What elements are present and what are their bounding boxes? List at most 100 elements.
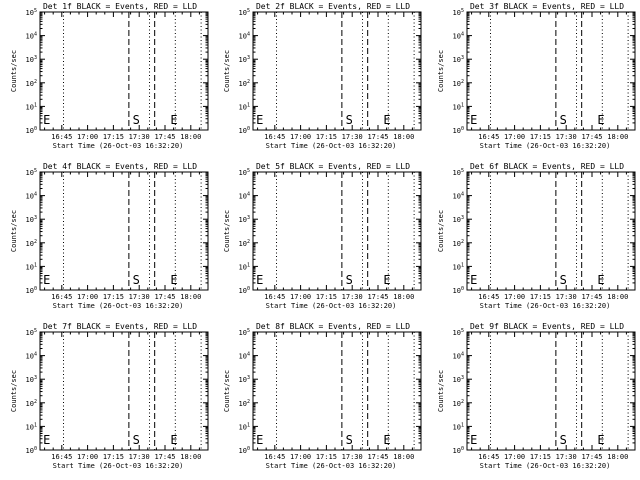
y-tick-label: 104 <box>453 32 464 41</box>
x-tick-label: 16:45 <box>478 133 499 141</box>
y-tick-label: 100 <box>239 126 250 135</box>
y-axis-label: Counts/sec <box>10 210 18 252</box>
x-tick-label: 17:30 <box>129 133 150 141</box>
x-tick-label: 17:30 <box>556 453 577 461</box>
marker-s: S <box>346 433 353 447</box>
marker-e: E <box>256 433 263 447</box>
y-tick-label: 105 <box>453 8 464 17</box>
plot-frame <box>39 11 209 131</box>
panel-title: Det 5f BLACK = Events, RED = LLD <box>256 162 410 171</box>
x-tick-label: 17:45 <box>367 293 388 301</box>
x-tick-label: 17:45 <box>581 453 602 461</box>
marker-e: E <box>256 273 263 287</box>
y-tick-label: 103 <box>26 215 37 224</box>
panel-title: Det 8f BLACK = Events, RED = LLD <box>256 322 410 331</box>
x-tick-label: 18:00 <box>607 453 628 461</box>
y-tick-label: 104 <box>239 192 250 201</box>
detector-panel: Det 9f BLACK = Events, RED = LLD 100 101 10… <box>437 322 636 470</box>
x-axis-label: Start Time (26-Oct-03 16:32:20) <box>266 142 397 150</box>
plot-frame <box>466 11 636 131</box>
marker-e: E <box>170 433 177 447</box>
y-axis-label: Counts/sec <box>223 50 231 92</box>
x-tick-label: 17:00 <box>77 133 98 141</box>
y-tick-label: 100 <box>453 446 464 455</box>
marker-e: E <box>256 113 263 127</box>
x-tick-label: 17:15 <box>103 293 124 301</box>
x-axis-label: Start Time (26-Oct-03 16:32:20) <box>53 462 184 470</box>
y-tick-label: 103 <box>453 55 464 64</box>
x-tick-label: 17:00 <box>77 293 98 301</box>
plot-frame <box>39 331 209 451</box>
x-tick-label: 17:00 <box>504 293 525 301</box>
y-tick-label: 102 <box>26 399 37 408</box>
y-tick-label: 103 <box>239 375 250 384</box>
y-tick-label: 103 <box>239 215 250 224</box>
x-tick-label: 16:45 <box>51 453 72 461</box>
y-tick-label: 101 <box>239 262 250 271</box>
y-tick-label: 104 <box>239 32 250 41</box>
y-tick-label: 101 <box>239 422 250 431</box>
x-axis-label: Start Time (26-Oct-03 16:32:20) <box>480 142 611 150</box>
y-tick-label: 101 <box>453 262 464 271</box>
marker-e: E <box>383 113 390 127</box>
y-tick-label: 104 <box>26 192 37 201</box>
detector-panel: Det 4f BLACK = Events, RED = LLD 100 101 10… <box>10 162 209 310</box>
x-tick-label: 16:45 <box>264 133 285 141</box>
detector-panel: Det 8f BLACK = Events, RED = LLD 100 101 10… <box>223 322 422 470</box>
x-tick-label: 18:00 <box>180 293 201 301</box>
x-tick-label: 17:15 <box>316 293 337 301</box>
marker-s: S <box>346 113 353 127</box>
x-tick-label: 17:00 <box>290 133 311 141</box>
x-tick-label: 17:15 <box>316 133 337 141</box>
y-tick-label: 105 <box>26 8 37 17</box>
y-axis-label: Counts/sec <box>10 370 18 412</box>
x-tick-label: 17:15 <box>530 453 551 461</box>
detector-panel: Det 1f BLACK = Events, RED = LLD 100 101 10… <box>10 2 209 150</box>
x-tick-label: 17:15 <box>530 133 551 141</box>
y-tick-label: 104 <box>453 192 464 201</box>
x-tick-label: 17:45 <box>154 293 175 301</box>
y-tick-label: 103 <box>26 55 37 64</box>
x-tick-label: 18:00 <box>393 293 414 301</box>
y-tick-label: 101 <box>453 102 464 111</box>
detector-panel: Det 3f BLACK = Events, RED = LLD 100 101 10… <box>437 2 636 150</box>
x-tick-label: 16:45 <box>478 293 499 301</box>
y-tick-label: 105 <box>453 168 464 177</box>
marker-s: S <box>560 273 567 287</box>
x-tick-label: 17:30 <box>129 293 150 301</box>
y-tick-label: 100 <box>26 286 37 295</box>
marker-e: E <box>43 113 50 127</box>
x-tick-label: 18:00 <box>607 293 628 301</box>
y-tick-label: 101 <box>26 102 37 111</box>
x-tick-label: 16:45 <box>478 453 499 461</box>
y-tick-label: 100 <box>239 286 250 295</box>
marker-e: E <box>597 273 604 287</box>
marker-e: E <box>170 273 177 287</box>
x-tick-label: 16:45 <box>51 133 72 141</box>
x-tick-label: 17:30 <box>342 293 363 301</box>
marker-s: S <box>560 433 567 447</box>
marker-s: S <box>133 433 140 447</box>
y-tick-label: 102 <box>453 399 464 408</box>
x-tick-label: 18:00 <box>180 453 201 461</box>
y-tick-label: 104 <box>239 352 250 361</box>
y-tick-label: 103 <box>26 375 37 384</box>
plot-frame <box>252 11 422 131</box>
y-tick-label: 100 <box>26 126 37 135</box>
y-tick-label: 102 <box>239 399 250 408</box>
x-tick-label: 17:45 <box>367 133 388 141</box>
marker-e: E <box>170 113 177 127</box>
plot-frame <box>252 171 422 291</box>
y-tick-label: 105 <box>453 328 464 337</box>
panel-title: Det 3f BLACK = Events, RED = LLD <box>470 2 624 11</box>
y-tick-label: 102 <box>453 239 464 248</box>
y-axis-label: Counts/sec <box>223 210 231 252</box>
y-tick-label: 103 <box>239 55 250 64</box>
y-tick-label: 104 <box>26 352 37 361</box>
plot-frame <box>252 331 422 451</box>
y-tick-label: 100 <box>453 126 464 135</box>
y-tick-label: 105 <box>26 328 37 337</box>
x-tick-label: 17:15 <box>103 133 124 141</box>
plot-frame <box>466 171 636 291</box>
